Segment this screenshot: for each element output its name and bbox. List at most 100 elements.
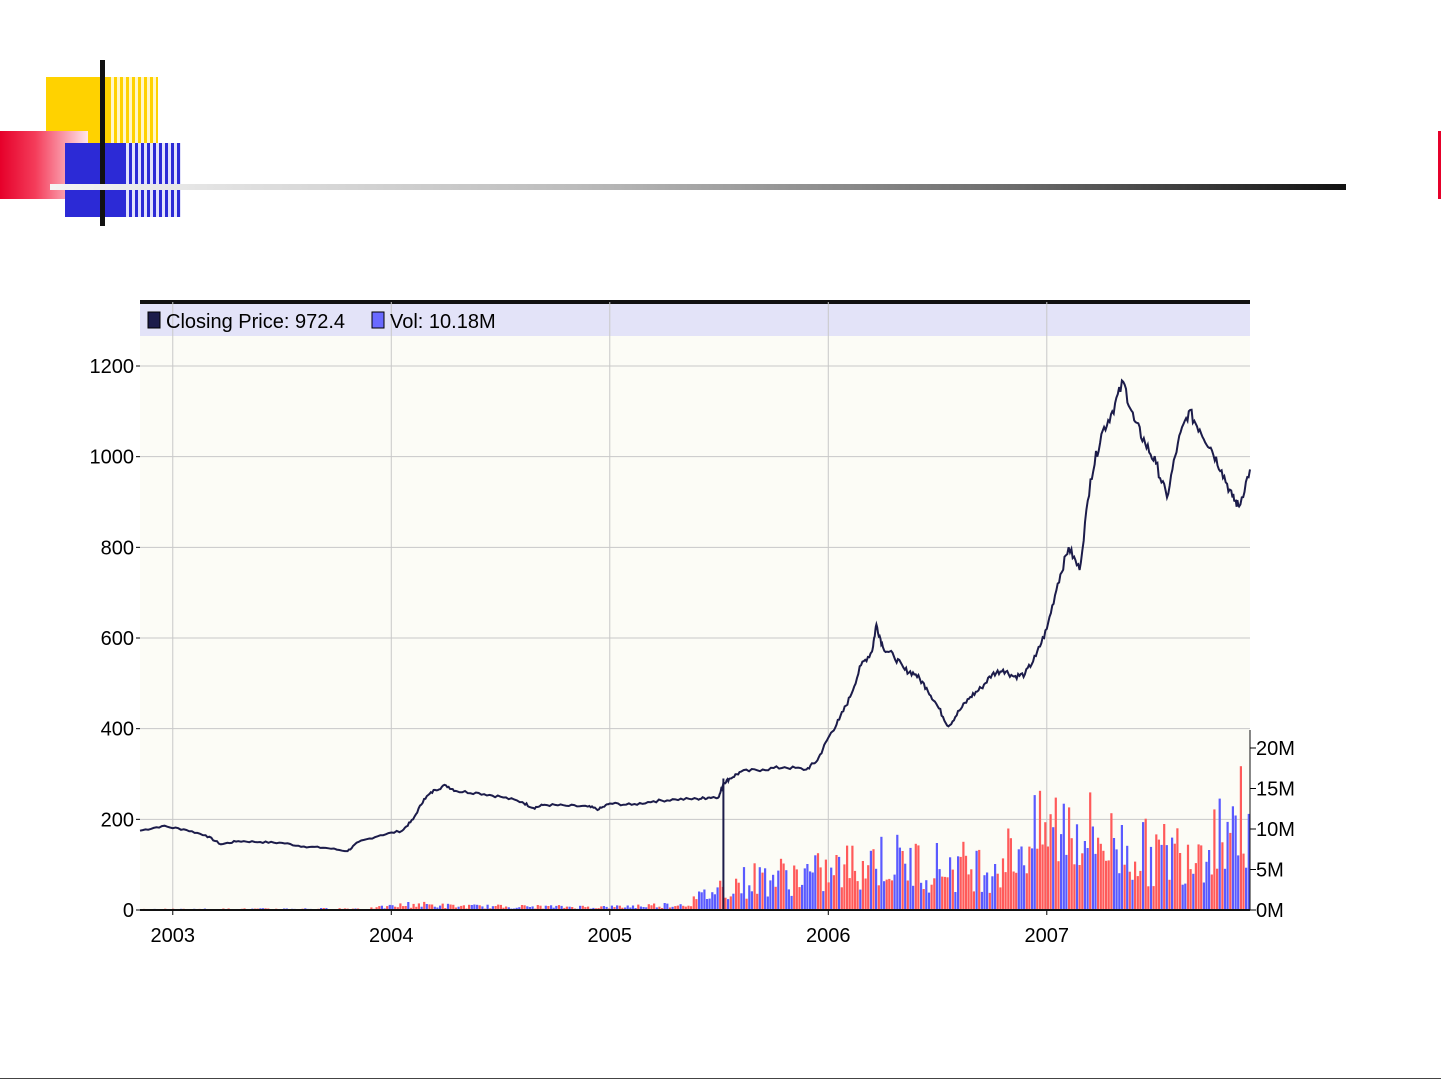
volume-bar [705,899,709,910]
volume-bar [801,884,804,910]
volume-bar [1144,818,1147,910]
volume-bar [822,891,825,910]
vol-legend-swatch [371,311,385,329]
price-legend-swatch [147,311,161,329]
volume-bar [478,905,481,910]
volume-bar [803,868,806,910]
volume-bar [375,907,378,910]
volume-bar [1083,841,1086,910]
volume-bar [1120,825,1123,910]
volume-bar [1001,858,1005,910]
volume-bar [1102,850,1105,910]
volume-bar [1099,843,1102,910]
volume-bar [399,903,402,910]
volume-bar [536,905,539,910]
volume-bar [785,870,788,910]
volume-bar [380,905,383,910]
volume-bar [869,850,872,910]
volume-bar [750,891,753,910]
volume-bar [698,891,701,910]
volume-bar [404,906,407,910]
volume-bar [1181,884,1184,910]
volume-bar [391,905,394,910]
legend-band [140,302,1250,336]
volume-bar [481,906,484,910]
volume-bar [787,889,790,910]
volume-bar [1065,854,1068,910]
volume-bar [454,907,457,910]
volume-bar [1213,809,1216,910]
volume-bar [378,906,381,910]
volume-bar [1197,844,1200,910]
volume-bar [473,904,476,910]
volume-bar [1231,806,1234,910]
volume-bar [851,845,854,910]
vol-tick-label: 0M [1256,900,1284,922]
volume-bar [1155,834,1158,910]
volume-bar [949,857,952,910]
volume-bar [1208,850,1211,910]
volume-bar [1054,797,1057,910]
volume-bar [861,861,864,910]
volume-bars [140,766,1250,911]
volume-bar [415,906,418,910]
volume-bar [1110,813,1113,910]
volume-bar [1165,845,1168,910]
plot-background [140,302,1250,910]
volume-bar [880,836,883,910]
volume-bar [1128,871,1131,910]
volume-bar [740,893,743,910]
volume-bar [909,847,912,910]
volume-bar [843,864,846,910]
volume-bar [1218,798,1221,910]
volume-bar [988,892,991,910]
volume-bar [417,903,420,910]
price-tick-label: 800 [101,537,134,559]
volume-bar [1038,790,1042,910]
volume-bar [1049,814,1052,910]
volume-bar [927,892,931,910]
x-tick-label: 2003 [151,925,196,947]
volume-bar [994,864,997,910]
volume-bar [978,849,981,910]
volume-bar [402,906,405,910]
volume-bar [441,903,444,910]
volume-bar [1028,846,1031,910]
volume-bar [1025,873,1028,910]
volume-bar [1192,873,1195,910]
volume-bar [1126,845,1129,910]
volume-bar [1245,867,1248,910]
volume-bar [967,874,970,910]
volume-bar [1205,861,1208,910]
volume-bar [1089,792,1092,910]
volume-bar [505,906,508,910]
volume-bar [1086,848,1089,910]
volume-bar [409,907,413,910]
volume-bar [1171,837,1174,910]
volume-bar [912,885,915,910]
volume-bar [616,905,619,910]
volume-bar [526,906,529,910]
volume-bar [798,887,801,910]
volume-bar [946,877,949,910]
price-tick-label: 1200 [90,356,135,378]
volume-bar [742,867,746,910]
volume-bar [433,906,436,910]
volume-bar [769,880,772,910]
volume-bar [1147,886,1150,910]
volume-bar [439,905,442,910]
volume-bar [1031,848,1034,910]
blue-fade-decoration [123,143,181,217]
x-axis: 2003 2004 2005 2006 2007 [151,910,1069,947]
volume-bar [933,878,936,910]
volume-bar [1094,853,1097,910]
volume-bar [1152,886,1155,910]
volume-bar [816,853,820,910]
volume-bar [943,876,946,910]
volume-bar [605,906,608,910]
volume-bar [645,907,648,910]
volume-bar [745,898,748,910]
volume-bar [386,906,389,910]
volume-bar [1168,879,1171,910]
volume-bar [814,855,817,910]
